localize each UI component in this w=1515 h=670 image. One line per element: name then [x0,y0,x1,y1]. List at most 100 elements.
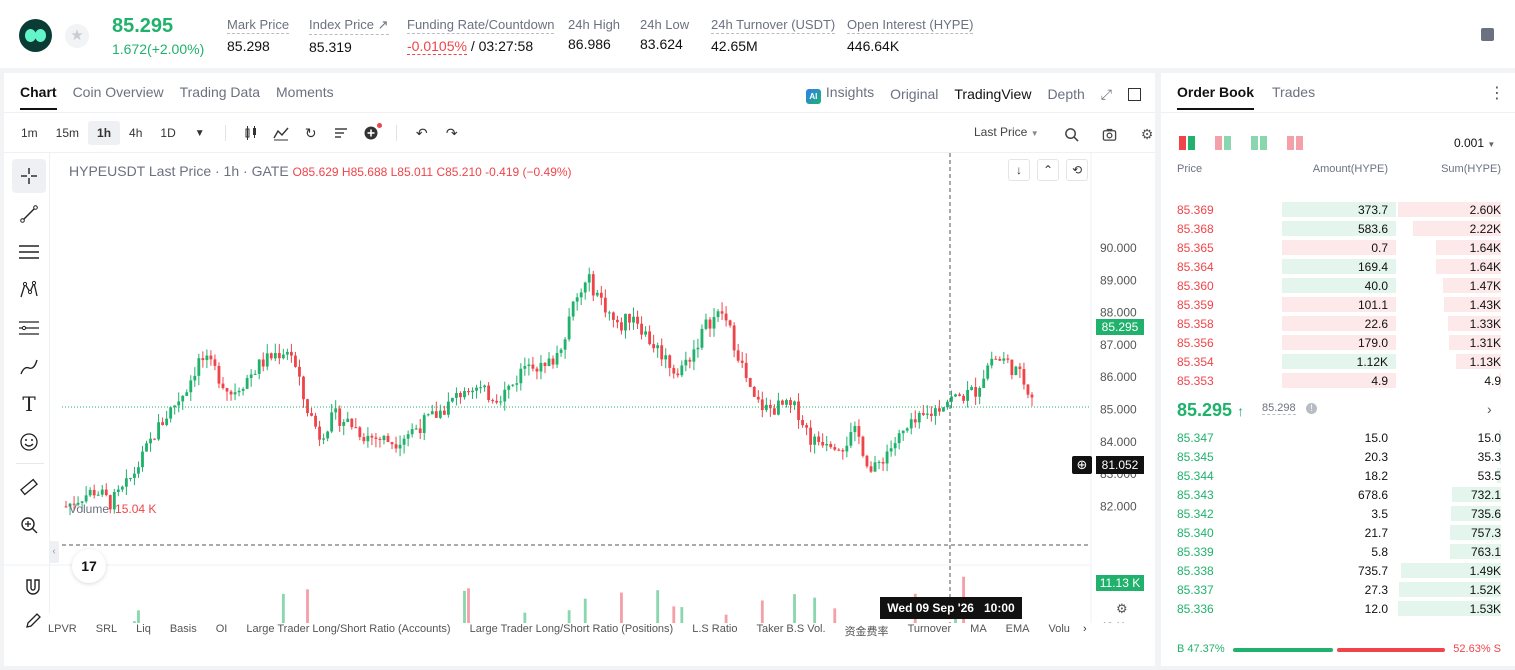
view-original[interactable]: Original [890,86,939,102]
bid-row[interactable]: 85.343 678.6 732.1 [1161,485,1515,504]
ask-row[interactable]: 85.360 40.0 1.47K [1161,276,1515,295]
loop-icon[interactable]: ⟲ [1066,159,1088,181]
mode-sells-icon[interactable] [1287,136,1303,150]
zoom-in-icon[interactable] [12,508,46,542]
fib-tool-icon[interactable] [12,311,46,345]
ask-row[interactable]: 85.364 169.4 1.64K [1161,257,1515,276]
candle-body [253,373,257,375]
expand-icon[interactable]: ⤢ [1100,85,1112,102]
indicator-13[interactable]: Volu [1048,623,1070,635]
mode-both-icon[interactable] [1179,136,1195,150]
bid-row[interactable]: 85.344 18.2 53.5 [1161,466,1515,485]
add-indicator-icon[interactable] [359,121,383,145]
tab-order-book[interactable]: Order Book [1177,84,1255,110]
indicator-8[interactable]: Taker B.S Vol. [756,623,826,635]
search-icon[interactable] [1059,122,1083,146]
timeframe-dropdown-icon[interactable]: ▼ [194,127,205,139]
indicator-7[interactable]: L.S Ratio [692,623,738,635]
crosshair-tool-icon[interactable] [12,159,46,193]
indicator-6[interactable]: Large Trader Long/Short Ratio (Positions… [469,623,674,635]
undo-icon[interactable]: ↶ [415,124,428,141]
notebook-icon[interactable] [1481,28,1494,41]
template-icon[interactable] [329,121,353,145]
trend-line-tool-icon[interactable] [12,197,46,231]
bid-row[interactable]: 85.336 12.0 1.53K [1161,599,1515,618]
indicator-3[interactable]: Basis [169,623,197,635]
bid-row[interactable]: 85.340 21.7 757.3 [1161,523,1515,542]
ask-row[interactable]: 85.369 373.7 2.60K [1161,200,1515,219]
timeframe-15m[interactable]: 15m [55,126,80,140]
insights-button[interactable]: AI Insights [805,84,874,104]
ask-row[interactable]: 85.365 0.7 1.64K [1161,238,1515,257]
ruler-tool-icon[interactable] [12,470,46,504]
bid-row[interactable]: 85.338 735.7 1.49K [1161,561,1515,580]
ask-row[interactable]: 85.368 583.6 2.22K [1161,219,1515,238]
indicator-5[interactable]: Large Trader Long/Short Ratio (Accounts) [246,623,451,635]
ask-row[interactable]: 85.358 22.6 1.33K [1161,314,1515,333]
mid-mark-price: 85.298 [1262,402,1296,415]
candle-body [406,434,410,439]
axis-settings-icon[interactable]: ⚙ [1116,601,1128,616]
info-shield-icon[interactable]: ! [1306,403,1317,414]
bid-row[interactable]: 85.342 3.5 735.6 [1161,504,1515,523]
bid-row[interactable]: 85.347 15.0 15.0 [1161,428,1515,447]
pencil-icon[interactable] [24,612,42,633]
camera-icon[interactable] [1097,122,1121,146]
tab-coin-overview[interactable]: Coin Overview [72,84,164,100]
candlestick-chart[interactable]: 90.000 89.000 88.000 87.000 86.000 85.000 84.0… [4,153,1155,623]
more-options-icon[interactable]: ⋮ [1489,85,1505,102]
indicator-9[interactable]: 资金费率 [844,626,889,638]
ask-row[interactable]: 85.353 4.9 4.9 [1161,371,1515,390]
indicator-2[interactable]: Liq [136,623,151,635]
collapse-icon[interactable]: ⌃ [1037,159,1059,181]
precision-select[interactable]: 0.001 ▼ [1454,136,1495,150]
timeframe-4h[interactable]: 4h [129,126,143,140]
stat-funding-rate[interactable]: Funding Rate/Countdown -0.0105% / 03:27:… [407,17,555,55]
timeframe-1m[interactable]: 1m [21,126,38,140]
brush-tool-icon[interactable] [12,349,46,383]
magnet-icon[interactable] [24,578,42,601]
chevron-right-icon[interactable]: › [1082,623,1087,635]
bid-row[interactable]: 85.339 5.8 763.1 [1161,542,1515,561]
indicator-10[interactable]: Turnover [907,623,952,635]
tab-trading-data[interactable]: Trading Data [179,84,261,100]
indicator-11[interactable]: MA [970,623,987,635]
bid-row[interactable]: 85.337 27.3 1.52K [1161,580,1515,599]
tab-chart[interactable]: Chart [20,84,57,110]
stat-mark-price[interactable]: Mark Price 85.298 [227,17,290,54]
tab-moments[interactable]: Moments [276,84,334,100]
indicators-icon[interactable] [269,121,293,145]
mode-asks-icon[interactable] [1215,136,1231,150]
refresh-icon[interactable]: ↻ [304,124,317,141]
redo-icon[interactable]: ↷ [445,124,458,141]
pattern-tool-icon[interactable] [12,273,46,307]
ask-row[interactable]: 85.356 179.0 1.31K [1161,333,1515,352]
ask-row[interactable]: 85.354 1.12K 1.13K [1161,352,1515,371]
favorite-star-icon[interactable]: ★ [65,24,89,48]
ask-row[interactable]: 85.359 101.1 1.43K [1161,295,1515,314]
horizontal-lines-tool-icon[interactable] [12,235,46,269]
timeframe-1h[interactable]: 1h [88,121,121,145]
candle-body [917,412,921,423]
indicator-12[interactable]: EMA [1005,623,1030,635]
candle-type-icon[interactable] [239,121,263,145]
view-depth[interactable]: Depth [1047,86,1085,102]
window-icon[interactable] [1128,87,1141,101]
text-tool-icon[interactable]: T [22,392,36,416]
arrow-down-icon[interactable]: ↓ [1008,159,1030,181]
chevron-right-icon[interactable]: › [1487,401,1492,417]
indicator-0[interactable]: LPVR [48,623,77,635]
timeframe-1d[interactable]: 1D [160,126,176,140]
indicator-4[interactable]: OI [215,623,228,635]
mode-bids-icon[interactable] [1251,136,1267,150]
stat-index-price[interactable]: Index Price ↗ 85.319 [309,17,389,55]
view-tradingview[interactable]: TradingView [954,86,1032,102]
price-source-select[interactable]: Last Price ▼ [974,125,1039,139]
tab-trades[interactable]: Trades [1272,84,1316,100]
settings-gear-icon[interactable]: ⚙ [1140,125,1154,142]
sidebar-collapse-icon[interactable]: ‹ [49,541,59,563]
emoji-tool-icon[interactable] [12,425,46,459]
crosshair-plus-icon[interactable]: ⊕ [1072,456,1092,474]
indicator-1[interactable]: SRL [95,623,118,635]
bid-row[interactable]: 85.345 20.3 35.3 [1161,447,1515,466]
